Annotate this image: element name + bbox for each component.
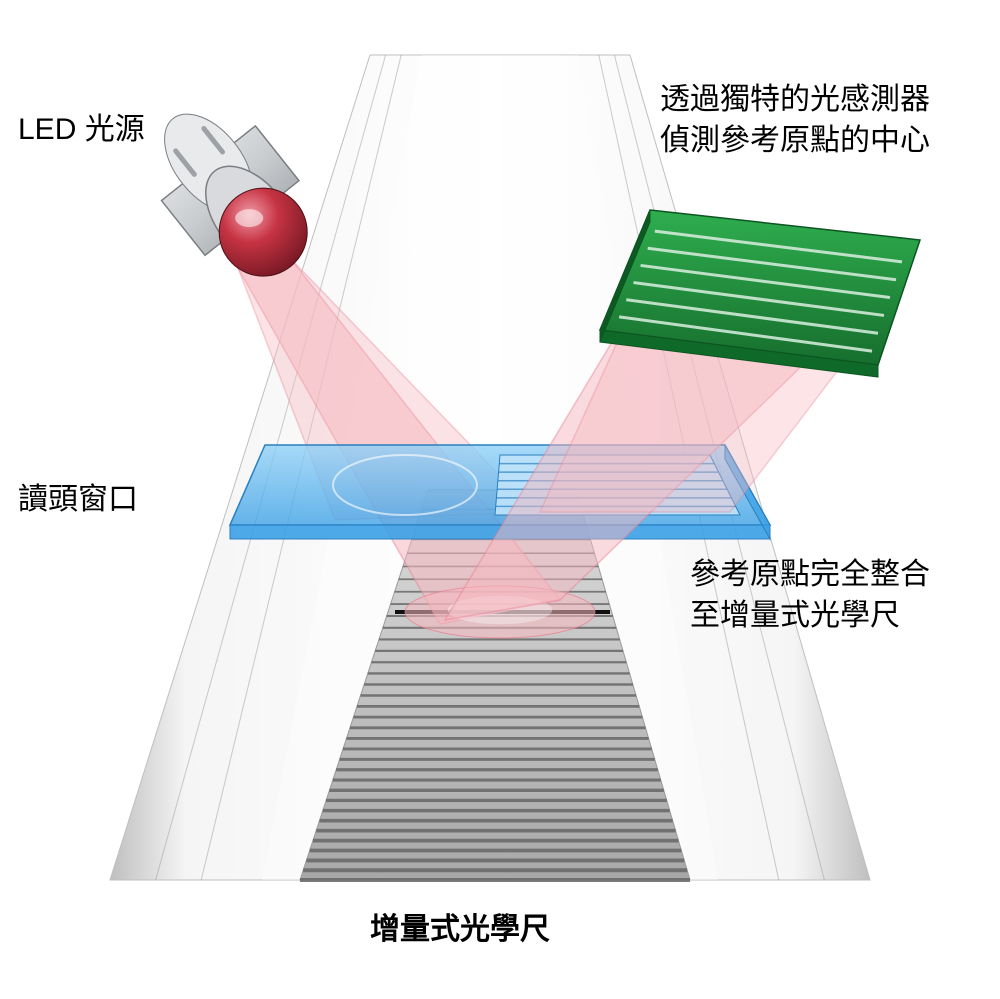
label-photodetector: 透過獨特的光感測器 偵測參考原點的中心 — [660, 80, 930, 161]
led-source — [147, 98, 316, 287]
label-incremental-scale: 增量式光學尺 — [370, 910, 550, 951]
label-reference-mark: 參考原點完全整合 至增量式光學尺 — [690, 555, 930, 636]
diagram-stage: LED 光源 透過獨特的光感測器 偵測參考原點的中心 讀頭窗口 參考原點完全整合… — [0, 0, 1000, 999]
label-led-source: LED 光源 — [18, 110, 145, 151]
label-readhead-window: 讀頭窗口 — [18, 480, 138, 521]
